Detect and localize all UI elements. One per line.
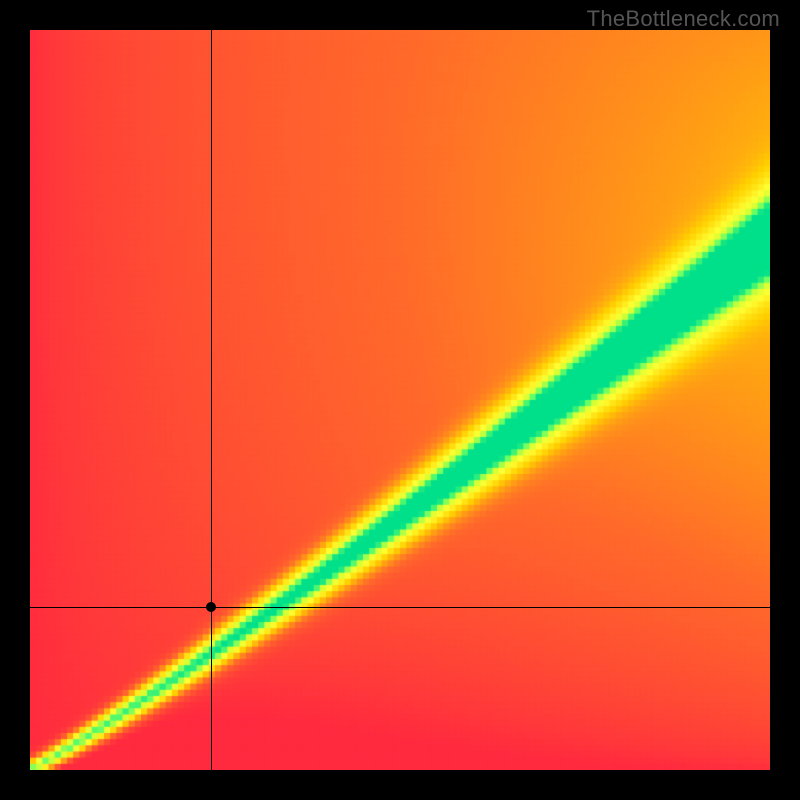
chart-container: TheBottleneck.com bbox=[0, 0, 800, 800]
plot-area bbox=[30, 30, 770, 770]
heatmap-canvas bbox=[30, 30, 770, 770]
watermark-text: TheBottleneck.com bbox=[587, 6, 780, 32]
